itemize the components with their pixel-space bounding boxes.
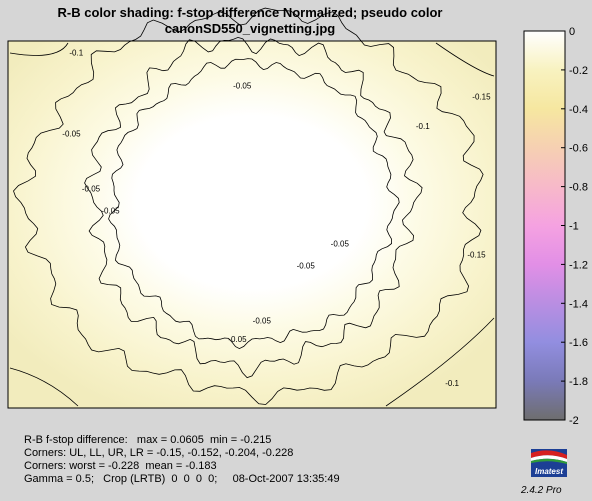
colorbar-tick-label: -0.8 bbox=[569, 182, 588, 194]
stats-line-2: Corners: UL, LL, UR, LR = -0.15, -0.152,… bbox=[24, 447, 294, 459]
colorbar-tick-label: -0.4 bbox=[569, 104, 588, 116]
logo-text: Imatest bbox=[535, 467, 563, 476]
imatest-logo: Imatest bbox=[531, 449, 567, 477]
contour-label-5: -0.05 bbox=[101, 207, 120, 216]
contour-inner bbox=[108, 58, 400, 350]
contour-label-8: -0.05 bbox=[331, 240, 350, 249]
contour-corner-2 bbox=[9, 367, 79, 407]
contour-inner-2 bbox=[84, 36, 423, 379]
contour-label-9: -0.05 bbox=[297, 262, 316, 271]
contour-label-1: -0.1 bbox=[69, 49, 83, 58]
version-label: 2.4.2 Pro bbox=[521, 485, 562, 496]
contour-label-2: -0.05 bbox=[233, 82, 252, 91]
heatmap-field bbox=[7, 40, 497, 409]
chart-title-line2: canonSD550_vignetting.jpg bbox=[164, 21, 336, 36]
colorbar bbox=[523, 30, 566, 421]
contour-corner-3 bbox=[435, 42, 495, 77]
contour-outer bbox=[13, 7, 484, 405]
contour-label-11: -0.1 bbox=[445, 379, 459, 388]
contour-label-6: -0.1 bbox=[416, 122, 430, 131]
colorbar-tick-label: 0 bbox=[569, 26, 575, 38]
contour-label-10: -0.15 bbox=[467, 251, 486, 260]
stats-line-1: R-B f-stop difference: max = 0.0605 min … bbox=[24, 434, 272, 446]
contour-label-7: -0.15 bbox=[472, 93, 491, 102]
colorbar-tick-label: -0.2 bbox=[569, 65, 588, 77]
contour-corner-4 bbox=[385, 317, 495, 407]
colorbar-tick-label: -1 bbox=[569, 221, 579, 233]
contour-label-12: -0.05 bbox=[253, 317, 272, 326]
contour-label-3: -0.05 bbox=[62, 129, 81, 138]
contour-label-13: -0.05 bbox=[228, 335, 247, 344]
colorbar-tick-label: -1.6 bbox=[569, 337, 588, 349]
stats-line-3: Corners: worst = -0.228 mean = -0.183 bbox=[24, 460, 217, 472]
colorbar-tick-label: -0.6 bbox=[569, 143, 588, 155]
stats-line-4: Gamma = 0.5; Crop (LRTB) 0 0 0 0; 08-Oct… bbox=[24, 473, 340, 485]
contour-corner-1 bbox=[9, 42, 69, 56]
colorbar-tick-label: -2 bbox=[569, 415, 579, 427]
chart-title-line1: R-B color shading: f-stop difference Nor… bbox=[57, 5, 443, 20]
contour-label-4: -0.05 bbox=[82, 185, 101, 194]
colorbar-tick-label: -1.4 bbox=[569, 298, 588, 310]
colorbar-tick-label: -1.8 bbox=[569, 376, 588, 388]
colorbar-tick-label: -1.2 bbox=[569, 259, 588, 271]
